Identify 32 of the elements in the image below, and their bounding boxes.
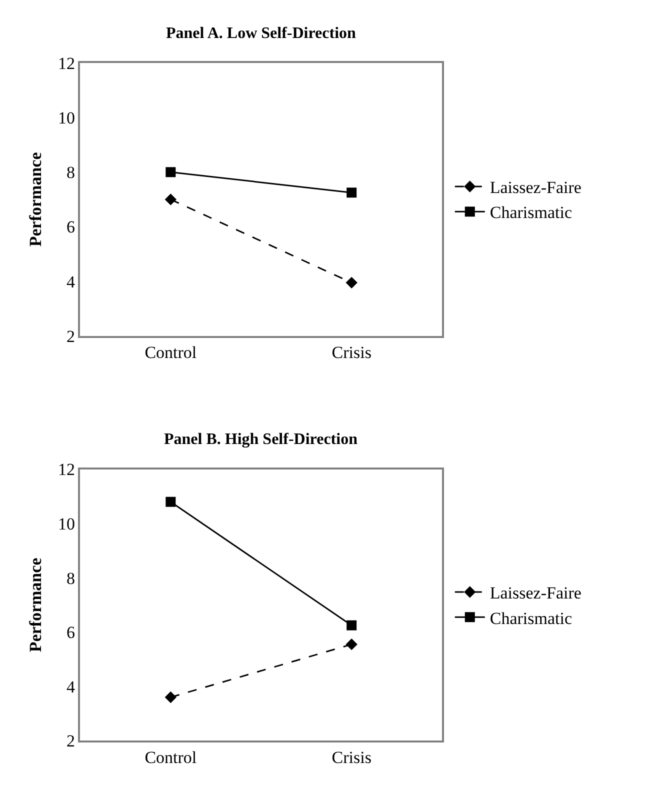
point (166, 496, 176, 507)
y-tick-label: 12 (58, 460, 76, 480)
point (166, 167, 176, 178)
chart-title: Panel A. Low Self-Direction (166, 25, 356, 42)
point (164, 691, 177, 704)
y-tick-label: 2 (66, 326, 76, 346)
point (346, 620, 357, 630)
legend-label: Laissez-Faire (490, 584, 582, 603)
y-tick-label: 2 (66, 732, 76, 751)
y-tick-label: 4 (66, 272, 76, 292)
x-tick-label: Control (144, 748, 197, 767)
y-tick-label: 6 (66, 218, 76, 237)
y-tick-label: 6 (66, 623, 76, 642)
point (164, 194, 177, 206)
legend-label: Laissez-Faire (490, 178, 582, 198)
legend-label: Charismatic (490, 203, 572, 222)
y-axis-title: Performance (26, 152, 46, 247)
x-tick-label: Control (144, 343, 197, 362)
chart-title: Panel B. High Self-Direction (164, 431, 358, 448)
y-tick-label: 10 (58, 514, 76, 534)
y-tick-label: 10 (58, 108, 76, 128)
y-tick-label: 8 (66, 163, 76, 182)
point (346, 276, 358, 289)
y-tick-label: 12 (58, 54, 76, 73)
point (346, 188, 357, 198)
y-axis-title: Performance (26, 557, 46, 652)
y-tick-label: 4 (66, 677, 76, 696)
legend-label: Charismatic (490, 608, 572, 628)
y-tick-label: 8 (66, 568, 76, 588)
x-tick-label: Crisis (332, 748, 372, 767)
point (346, 638, 358, 650)
x-tick-label: Crisis (332, 343, 372, 362)
